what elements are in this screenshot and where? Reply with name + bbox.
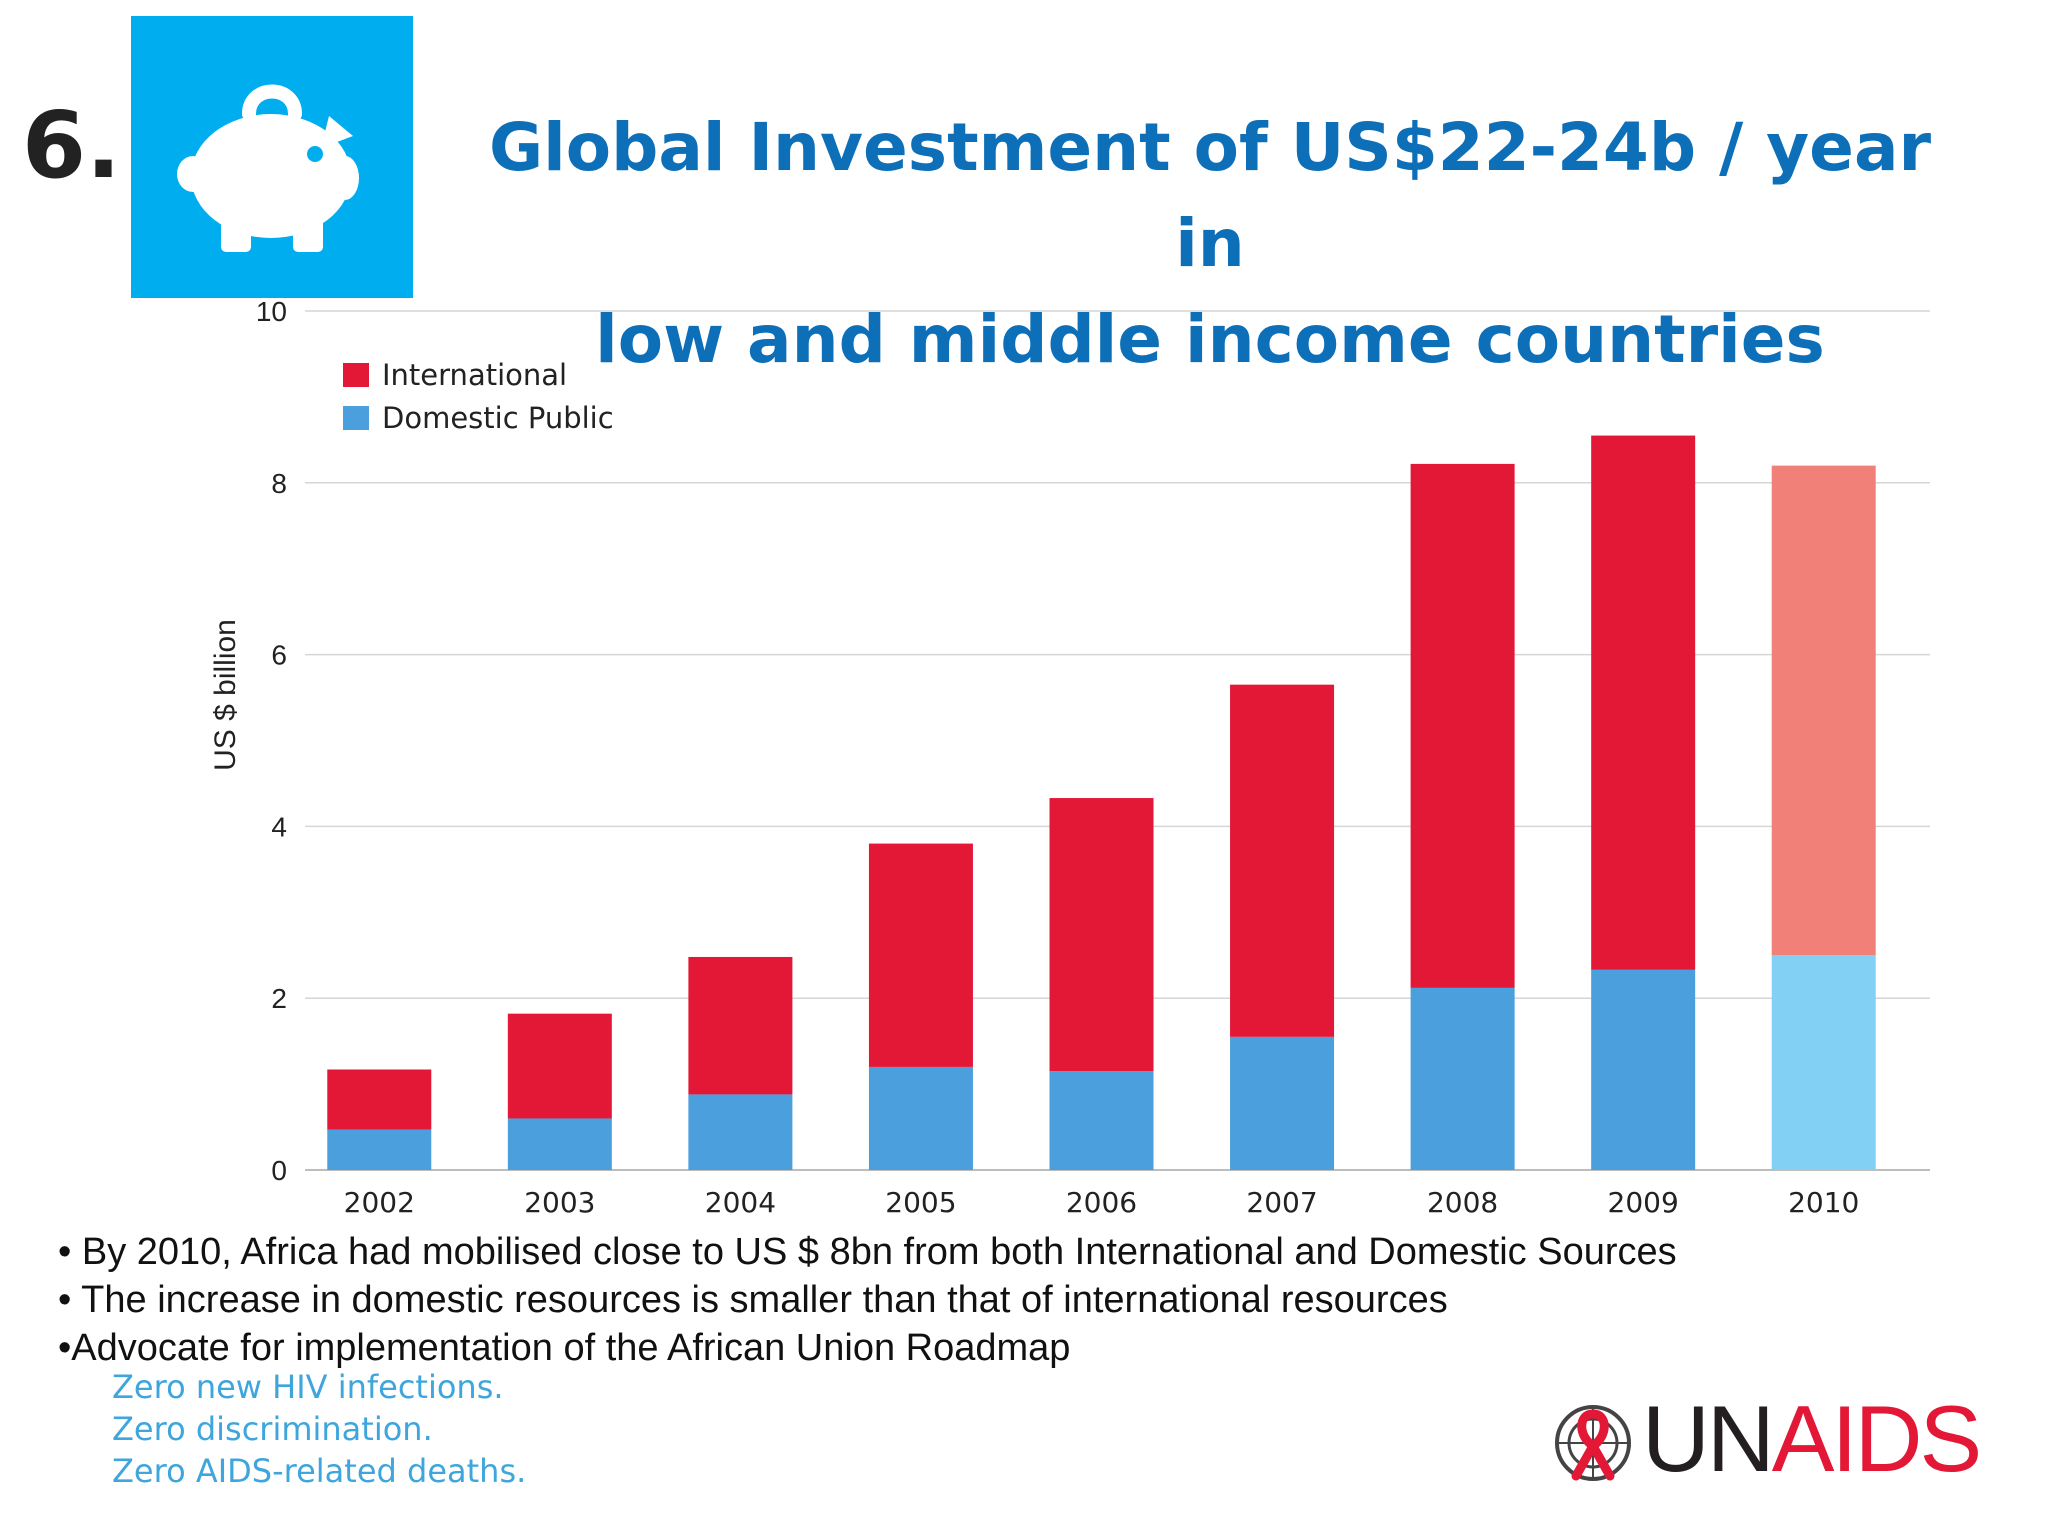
bar-segment [1230, 684, 1335, 1037]
tagline-line-3: Zero AIDS-related deaths. [112, 1452, 527, 1490]
bar-segment [1049, 1071, 1154, 1170]
bullet-list: • By 2010, Africa had mobilised close to… [58, 1228, 1958, 1372]
bar-segment [1591, 969, 1696, 1170]
y-tick-label: 2 [271, 983, 287, 1014]
tagline-line-1: Zero new HIV infections. [112, 1368, 504, 1406]
x-tick-label: 2002 [344, 1186, 415, 1219]
bar-segment [327, 1069, 432, 1130]
investment-bar-chart: 0 2 4 6 8 10 US $ billion 2002 2003 2004 2005 2006 2… [209, 296, 1930, 1219]
tagline: Zero new HIV infections. Zero discrimina… [112, 1366, 526, 1492]
bar-segment [1771, 955, 1876, 1170]
legend-label: International [382, 358, 567, 392]
y-tick-label: 4 [271, 811, 287, 842]
icon-tile [131, 16, 413, 298]
x-tick-label: 2009 [1608, 1186, 1679, 1219]
logo-text-un: UN [1642, 1386, 1775, 1491]
bar-segment [868, 1066, 973, 1170]
y-tick-label: 0 [271, 1155, 287, 1186]
un-emblem-icon [1555, 1405, 1631, 1481]
y-tick-label: 8 [271, 468, 287, 499]
y-tick-label: 10 [256, 296, 287, 327]
x-tick-label: 2007 [1246, 1186, 1317, 1219]
bullet-item-3: •Advocate for implementation of the Afri… [58, 1327, 1071, 1369]
y-axis-label: US $ billion [209, 619, 242, 771]
x-tick-label: 2005 [885, 1186, 956, 1219]
legend-swatch [343, 363, 369, 387]
bar-segment [1771, 465, 1876, 956]
bar-segment [688, 956, 793, 1095]
x-tick-label: 2004 [705, 1186, 776, 1219]
slide-title-line-2: low and middle income countries [595, 301, 1825, 378]
bullet-item-2: • The increase in domestic resources is … [58, 1279, 1448, 1321]
bar-segment [1410, 463, 1515, 988]
tagline-line-2: Zero discrimination. [112, 1410, 433, 1448]
slide-number: 6. [22, 92, 121, 199]
legend-swatch [343, 406, 369, 430]
unaids-logo: UNAIDS [1550, 1392, 1982, 1488]
bar-segment [1230, 1036, 1335, 1170]
bar-segment [507, 1118, 612, 1170]
unaids-wordmark: UNAIDS [1642, 1392, 1982, 1486]
legend-label: Domestic Public [382, 401, 614, 435]
bar-segment [1410, 987, 1515, 1170]
bar-segment [1591, 435, 1696, 970]
bullet-item-1: • By 2010, Africa had mobilised close to… [58, 1231, 1677, 1273]
logo-text-aids: AIDS [1771, 1386, 1982, 1491]
bar-segment [688, 1094, 793, 1170]
piggy-bank-icon [177, 84, 359, 252]
bar-segment [868, 843, 973, 1067]
y-tick-label: 6 [271, 640, 287, 671]
bar-segment [507, 1013, 612, 1119]
slide-title-line-1: Global Investment of US$22-24b / year in [488, 109, 1932, 282]
x-tick-label: 2008 [1427, 1186, 1498, 1219]
slide-title: Global Investment of US$22-24b / year in… [480, 100, 1940, 388]
x-tick-label: 2006 [1066, 1186, 1137, 1219]
bar-segment [327, 1129, 432, 1170]
x-tick-label: 2003 [524, 1186, 595, 1219]
x-tick-label: 2010 [1788, 1186, 1859, 1219]
bar-segment [1049, 798, 1154, 1072]
